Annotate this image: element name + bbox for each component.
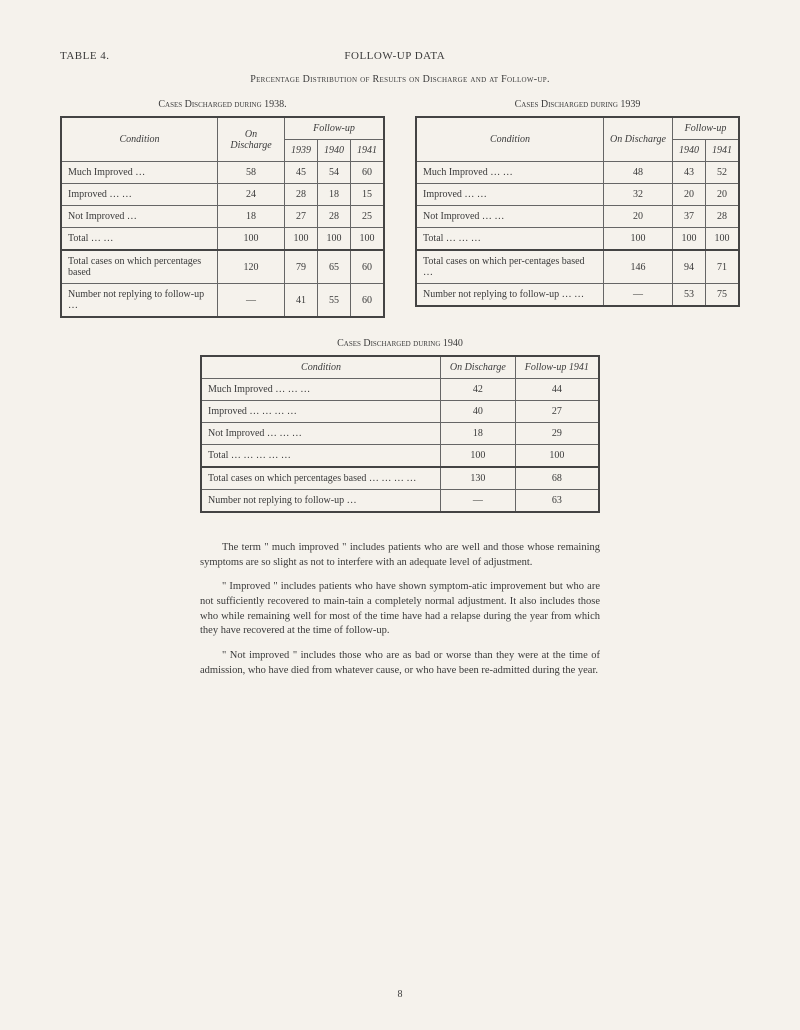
table-row: Improved … … … …4027 — [201, 401, 599, 423]
table-row: Total … … …100100100 — [416, 228, 739, 251]
th-condition: Condition — [201, 356, 441, 379]
th-1940: 1940 — [672, 140, 705, 162]
table-1939-caption: Cases Discharged during 1939 — [415, 99, 740, 110]
th-followup: Follow-up 1941 — [515, 356, 599, 379]
table-row: Total … …100100100100 — [61, 228, 384, 251]
paragraph-2: " Improved " includes patients who have … — [200, 580, 600, 639]
table-row: Total … … … … …100100 — [201, 445, 599, 468]
table-row: Much Improved … …484352 — [416, 162, 739, 184]
table-row: Total cases on which percentages based12… — [61, 250, 384, 284]
th-followup: Follow-up — [672, 117, 739, 140]
table-row: Not Improved … …203728 — [416, 206, 739, 228]
page-number: 8 — [60, 989, 740, 1000]
table-row: Total cases on which per-centages based … — [416, 250, 739, 284]
th-1941: 1941 — [705, 140, 739, 162]
th-1941: 1941 — [350, 140, 384, 162]
th-followup: Follow-up — [284, 117, 384, 140]
th-condition: Condition — [61, 117, 218, 162]
subtitle: Percentage Distribution of Results on Di… — [60, 74, 740, 85]
table-1938-grid: Condition On Discharge Follow-up 1939 19… — [60, 116, 385, 318]
table-row: Improved … …24281815 — [61, 184, 384, 206]
paragraph-3: " Not improved " includes those who are … — [200, 649, 600, 678]
table-row: Number not replying to follow-up …—41556… — [61, 284, 384, 318]
body-text: The term " much improved " includes pati… — [200, 541, 600, 679]
th-1940: 1940 — [317, 140, 350, 162]
table-row: Much Improved …58455460 — [61, 162, 384, 184]
table-1940-grid: Condition On Discharge Follow-up 1941 Mu… — [200, 355, 600, 513]
table-row: Improved … …322020 — [416, 184, 739, 206]
th-condition: Condition — [416, 117, 603, 162]
th-discharge: On Discharge — [441, 356, 516, 379]
table-1939-grid: Condition On Discharge Follow-up 1940 19… — [415, 116, 740, 307]
table-label: TABLE 4. — [60, 50, 110, 62]
table-row: Not Improved …18272825 — [61, 206, 384, 228]
th-discharge: On Discharge — [218, 117, 285, 162]
table-1938-caption: Cases Discharged during 1938. — [60, 99, 385, 110]
th-1939: 1939 — [284, 140, 317, 162]
header-row: TABLE 4. FOLLOW-UP DATA — [60, 50, 740, 62]
table-row: Number not replying to follow-up …—63 — [201, 490, 599, 513]
main-title: FOLLOW-UP DATA — [110, 50, 680, 62]
th-discharge: On Discharge — [603, 117, 672, 162]
table-1940-caption: Cases Discharged during 1940 — [60, 338, 740, 349]
table-1939: Cases Discharged during 1939 Condition O… — [415, 99, 740, 318]
table-1938: Cases Discharged during 1938. Condition … — [60, 99, 385, 318]
table-row: Not Improved … … …1829 — [201, 423, 599, 445]
table-row: Much Improved … … …4244 — [201, 379, 599, 401]
table-row: Number not replying to follow-up … …—537… — [416, 284, 739, 307]
paragraph-1: The term " much improved " includes pati… — [200, 541, 600, 570]
table-row: Total cases on which percentages based …… — [201, 467, 599, 490]
top-tables-row: Cases Discharged during 1938. Condition … — [60, 99, 740, 318]
